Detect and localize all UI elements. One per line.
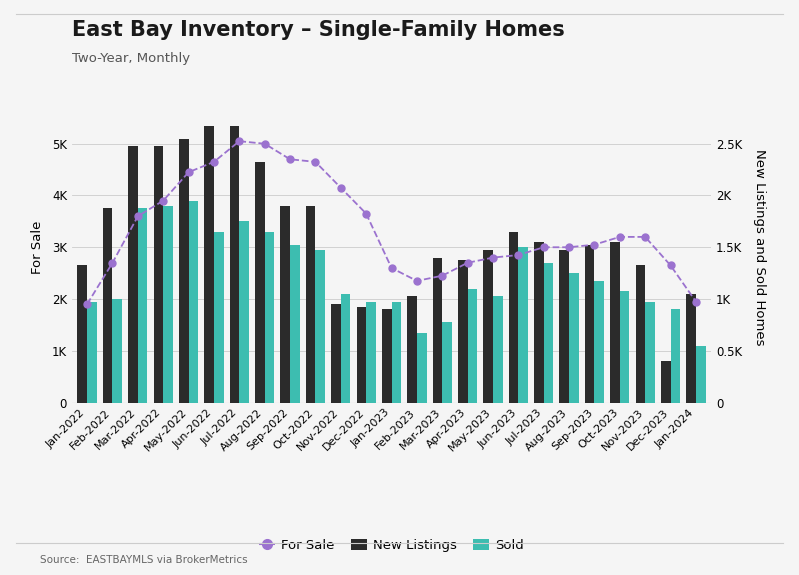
Bar [138,208,148,402]
Bar [467,289,477,402]
Bar [306,206,316,402]
Bar [432,258,442,402]
For Sale [133,213,143,220]
Bar [280,206,290,402]
For Sale [260,140,269,147]
Bar [594,281,604,402]
Bar [356,307,366,402]
Bar [509,232,519,402]
Bar [442,322,452,402]
Y-axis label: For Sale: For Sale [30,221,44,274]
Bar [128,146,138,402]
Bar [483,250,493,402]
For Sale [285,156,295,163]
Bar [290,245,300,402]
Bar [543,263,554,402]
Bar [458,260,467,402]
Bar [113,299,122,402]
Bar [407,297,417,402]
For Sale [158,197,168,204]
Bar [229,125,240,402]
Bar [103,208,113,402]
For Sale [184,169,193,176]
Line: For Sale: For Sale [84,137,699,308]
For Sale [691,298,701,305]
Bar [559,250,569,402]
For Sale [412,277,422,284]
Text: East Bay Inventory – Single-Family Homes: East Bay Inventory – Single-Family Homes [72,20,565,40]
Bar [205,125,214,402]
Bar [163,206,173,402]
Bar [696,346,706,402]
For Sale [311,158,320,165]
For Sale [488,254,498,261]
Bar [645,301,655,402]
Bar [331,304,341,402]
For Sale [590,242,599,248]
Bar [382,309,392,402]
Bar [635,265,645,402]
For Sale [514,252,523,259]
Bar [214,232,224,402]
Bar [585,245,594,402]
Bar [153,146,163,402]
Bar [661,361,670,402]
For Sale [437,272,447,279]
Bar [534,242,543,402]
Y-axis label: New Listings and Sold Homes: New Listings and Sold Homes [753,149,766,346]
Legend: For Sale, New Listings, Sold: For Sale, New Listings, Sold [254,534,529,557]
Bar [341,294,351,402]
For Sale [336,184,346,191]
Bar [240,221,249,402]
Bar [264,232,274,402]
For Sale [539,244,548,251]
For Sale [564,244,574,251]
Bar [392,301,401,402]
For Sale [361,210,371,217]
For Sale [82,301,92,308]
Bar [569,273,578,402]
For Sale [387,264,396,271]
For Sale [640,233,650,240]
For Sale [463,259,472,266]
Bar [417,332,427,402]
Bar [316,250,325,402]
Bar [686,294,696,402]
Bar [189,201,198,402]
Bar [87,301,97,402]
Bar [366,301,376,402]
Text: Two-Year, Monthly: Two-Year, Monthly [72,52,190,65]
Bar [670,309,680,402]
Bar [255,162,264,402]
For Sale [209,158,219,165]
Bar [610,242,620,402]
For Sale [615,233,625,240]
Text: Source:  EASTBAYMLS via BrokerMetrics: Source: EASTBAYMLS via BrokerMetrics [40,555,248,565]
Bar [179,139,189,402]
For Sale [108,259,117,266]
Bar [78,265,87,402]
Bar [493,297,503,402]
For Sale [666,262,675,269]
Bar [519,247,528,402]
Bar [620,291,630,402]
For Sale [235,137,244,144]
